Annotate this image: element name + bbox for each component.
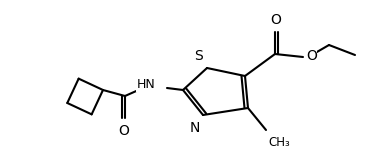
Text: S: S xyxy=(194,49,203,63)
Text: O: O xyxy=(306,49,317,63)
Text: O: O xyxy=(270,13,282,27)
Text: HN: HN xyxy=(136,78,155,92)
Text: N: N xyxy=(190,121,200,135)
Text: CH₃: CH₃ xyxy=(268,136,290,149)
Text: O: O xyxy=(118,124,130,138)
